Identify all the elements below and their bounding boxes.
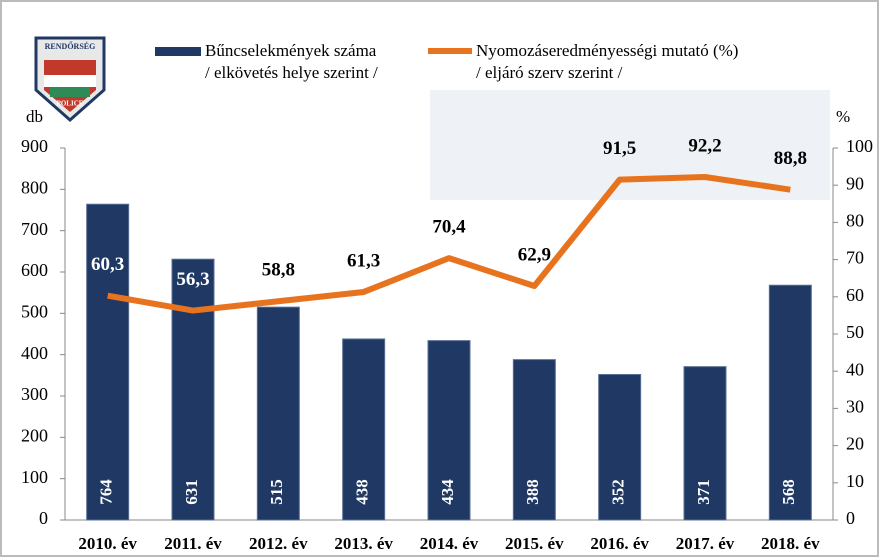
bar-value-label: 568: [779, 479, 798, 505]
x-tick-label: 2013. év: [334, 534, 393, 553]
y-tick-label: 900: [21, 136, 48, 156]
y-tick-label: 100: [21, 467, 48, 487]
y2-tick-label: 10: [846, 471, 864, 491]
y-tick-label: 300: [21, 384, 48, 404]
line-value-label: 62,9: [518, 244, 551, 265]
y-tick-label: 200: [21, 425, 48, 445]
bar-value-label: 515: [267, 479, 286, 505]
y2-axis-label: %: [836, 107, 850, 126]
y2-tick-label: 30: [846, 397, 864, 417]
bar: [171, 258, 215, 521]
y-tick-label: 700: [21, 219, 48, 239]
bar-value-label: 764: [97, 479, 116, 505]
legend-entry: Bűncselekmények száma / elkövetés helye …: [205, 41, 378, 82]
y-tick-label: 400: [21, 343, 48, 363]
line-value-label: 56,3: [176, 269, 209, 290]
y2-tick-label: 20: [846, 434, 864, 454]
y2-tick-label: 70: [846, 248, 864, 268]
bar: [342, 338, 386, 521]
y-axis-label: db: [26, 107, 43, 126]
x-tick-label: 2014. év: [420, 534, 479, 553]
y-tick-label: 800: [21, 177, 48, 197]
svg-text:RENDŐRSÉG: RENDŐRSÉG: [45, 41, 96, 51]
x-tick-label: 2018. év: [761, 534, 820, 553]
line-value-label: 60,3: [91, 254, 124, 275]
bar: [768, 284, 812, 521]
y-tick-label: 500: [21, 301, 48, 321]
bar: [512, 359, 556, 521]
bar-value-label: 371: [694, 479, 713, 505]
y2-tick-label: 60: [846, 285, 864, 305]
line-value-label: 88,8: [774, 148, 807, 169]
x-tick-label: 2011. év: [164, 534, 222, 553]
bar: [256, 306, 300, 521]
y2-tick-label: 100: [846, 136, 873, 156]
line-value-label: 58,8: [262, 260, 295, 281]
line-value-label: 61,3: [347, 250, 380, 271]
bar: [683, 366, 727, 521]
line-value-label: 70,4: [432, 216, 466, 237]
bar-value-label: 438: [353, 479, 372, 505]
x-tick-label: 2017. év: [676, 534, 735, 553]
x-tick-label: 2010. év: [78, 534, 137, 553]
svg-text:POLICE: POLICE: [57, 100, 84, 108]
y2-tick-label: 90: [846, 173, 864, 193]
y-tick-label: 600: [21, 260, 48, 280]
y-tick-label: 0: [39, 508, 48, 528]
legend-swatch-bar: [155, 47, 201, 56]
x-tick-label: 2016. év: [590, 534, 649, 553]
police-logo: RENDŐRSÉG POLICE: [34, 36, 106, 123]
bar-value-label: 352: [609, 479, 628, 505]
bar-value-label: 434: [438, 479, 457, 505]
x-tick-label: 2015. év: [505, 534, 564, 553]
bar-value-label: 388: [523, 479, 542, 505]
x-tick-label: 2012. év: [249, 534, 308, 553]
y2-tick-label: 80: [846, 211, 864, 231]
bar: [598, 374, 642, 521]
y2-tick-label: 50: [846, 322, 864, 342]
line: [107, 174, 791, 314]
bar: [86, 203, 130, 521]
bar-value-label: 631: [182, 479, 201, 505]
line-value-label: 91,5: [603, 138, 636, 159]
y2-tick-label: 0: [846, 508, 855, 528]
y2-tick-label: 40: [846, 359, 864, 379]
legend-entry: Nyomozáseredményességi mutató (%) / eljá…: [476, 41, 739, 82]
line-value-label: 92,2: [688, 135, 721, 156]
bar: [427, 340, 471, 521]
